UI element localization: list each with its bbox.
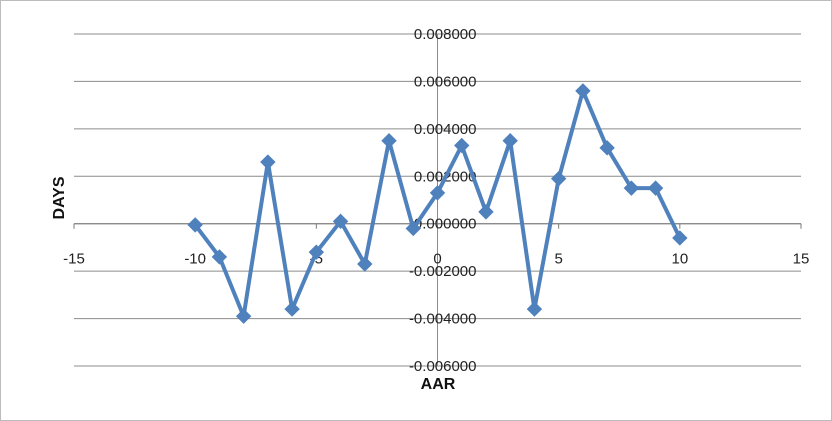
y-tick-label: 0.006000 [414, 73, 477, 90]
y-tick-labels: 0.0080000.0060000.0040000.0020000.000000… [409, 26, 477, 375]
data-point [187, 217, 203, 233]
data-point [478, 204, 494, 220]
data-point [211, 249, 228, 265]
data-point [308, 244, 325, 260]
data-point [381, 133, 397, 149]
x-tick-label: 10 [671, 251, 688, 268]
data-point [526, 301, 543, 317]
data-point [405, 220, 421, 237]
data-point [575, 83, 591, 99]
y-tick-label: -0.006000 [409, 358, 477, 375]
data-point [332, 213, 349, 230]
data-point [429, 185, 446, 201]
y-axis-title: DAYS [51, 176, 68, 219]
x-tick-label: 0 [433, 251, 441, 268]
data-point [550, 170, 567, 187]
x-tick-label: 15 [793, 251, 810, 268]
x-tick-label: -10 [184, 251, 206, 268]
data-point [672, 230, 688, 246]
y-tick-label: 0.004000 [414, 121, 477, 138]
series-layer [187, 83, 688, 324]
data-point [357, 256, 373, 272]
data-point [502, 133, 518, 149]
data-point [599, 140, 615, 156]
y-tick-label: 0.008000 [414, 26, 477, 43]
x-tick-label: -15 [63, 251, 85, 268]
data-point [235, 308, 252, 324]
data-point [284, 301, 300, 317]
data-point [454, 137, 470, 154]
y-tick-label: 0.000000 [414, 216, 477, 233]
data-point [647, 180, 664, 196]
y-tick-label: -0.002000 [409, 263, 477, 280]
x-tick-label: 5 [554, 251, 562, 268]
y-tick-label: -0.004000 [409, 311, 477, 328]
data-point [623, 180, 640, 196]
x-axis-title: AAR [421, 376, 456, 393]
data-point [260, 154, 276, 170]
